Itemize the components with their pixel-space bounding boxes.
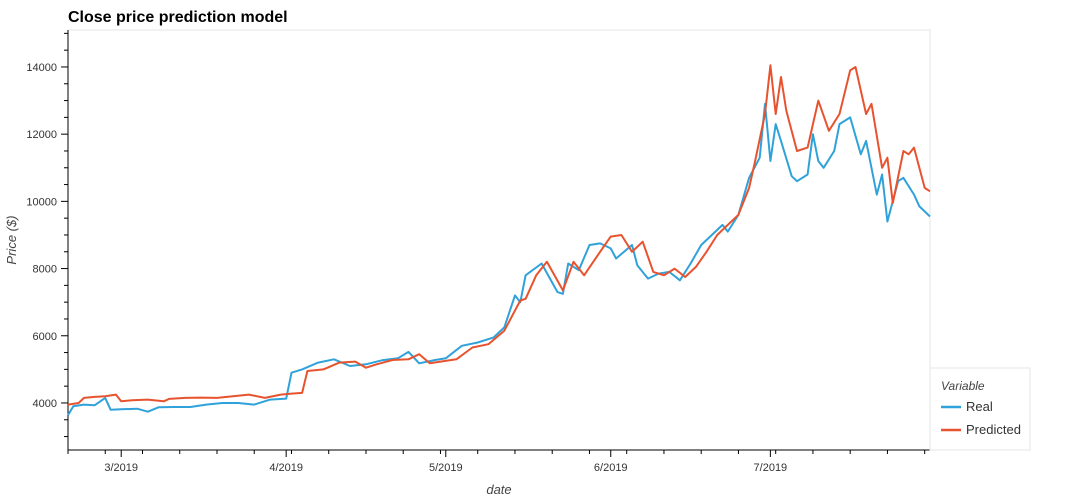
- y-tick-label: 14000: [26, 62, 57, 74]
- x-axis: 3/2019 4/2019 5/2019 6/2019 7/2019: [67, 449, 930, 474]
- y-tick-label: 10000: [26, 196, 57, 208]
- legend[interactable]: Variable Real Predicted: [929, 367, 1031, 451]
- y-axis-label: Price ($): [4, 215, 19, 264]
- x-tick-label: 7/2019: [754, 462, 788, 474]
- y-tick-label: 4000: [33, 398, 57, 410]
- series-layer: [67, 64, 931, 416]
- legend-label-predicted[interactable]: Predicted: [966, 422, 1021, 437]
- series-line-predicted[interactable]: [67, 64, 931, 406]
- x-tick-label: 3/2019: [104, 462, 138, 474]
- x-axis-label: date: [486, 482, 511, 497]
- x-tick-label: 4/2019: [269, 462, 303, 474]
- legend-title: Variable: [941, 379, 985, 393]
- chart-title: Close price prediction model: [68, 9, 288, 26]
- y-axis: 4000 6000 8000 10000 12000 14000: [26, 30, 69, 450]
- legend-box: [929, 367, 1031, 451]
- x-tick-label: 6/2019: [594, 462, 628, 474]
- legend-label-real[interactable]: Real: [966, 399, 993, 414]
- plot-frame: [67, 29, 931, 451]
- y-tick-label: 8000: [33, 264, 57, 276]
- y-tick-label: 12000: [26, 129, 57, 141]
- y-tick-label: 6000: [33, 331, 57, 343]
- x-tick-label: 5/2019: [429, 462, 463, 474]
- series-line-real[interactable]: [67, 102, 931, 416]
